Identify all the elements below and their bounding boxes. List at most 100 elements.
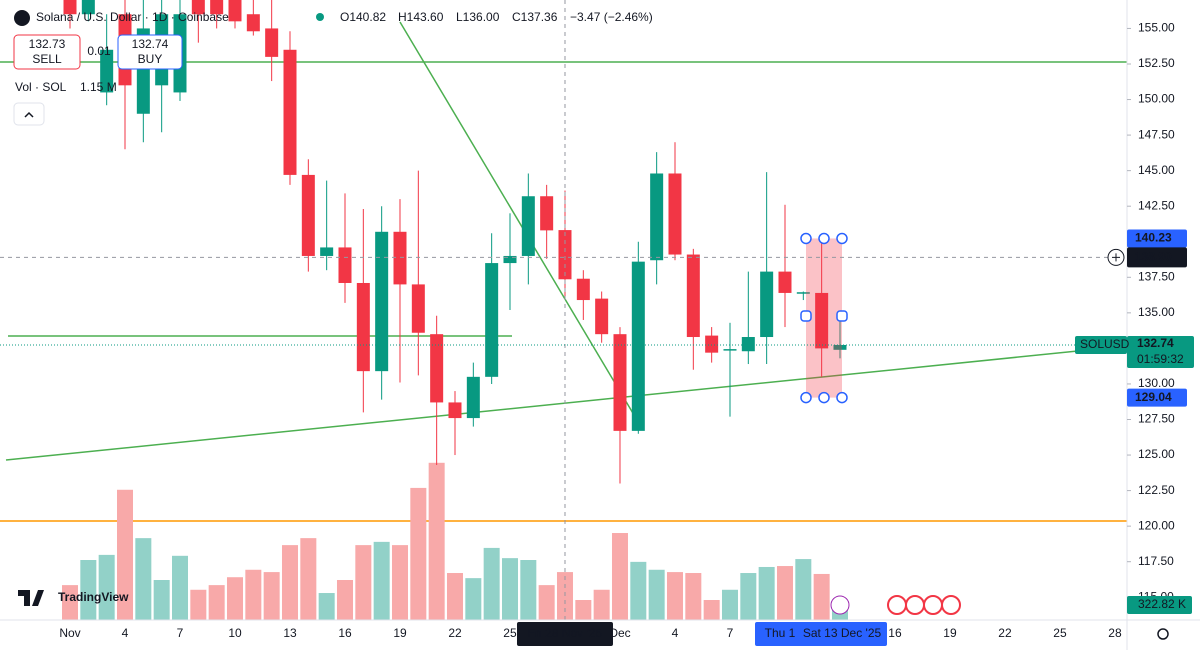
countdown: 01:59:32 — [1137, 352, 1184, 366]
volume-bar — [281, 545, 298, 620]
volume-bar — [300, 538, 317, 620]
last-price-bg — [1127, 335, 1194, 368]
volume-legend: Vol · SOL — [15, 80, 67, 94]
candle-body — [485, 263, 499, 377]
handle[interactable] — [836, 310, 848, 322]
candle-body — [265, 28, 279, 57]
y-tick-label: 145.00 — [1138, 163, 1175, 177]
volume-bar — [80, 560, 97, 620]
volume-bar — [611, 533, 628, 620]
volume-bar — [813, 573, 830, 620]
candle-body — [191, 0, 205, 15]
handle[interactable] — [836, 232, 848, 245]
volume-bar — [740, 573, 757, 620]
candle-body — [650, 173, 664, 261]
candle-body — [63, 0, 77, 15]
candle-body — [576, 278, 590, 301]
volume-bar — [703, 600, 720, 620]
volume-bar — [465, 578, 482, 620]
candle-body — [540, 196, 554, 231]
settings-icon[interactable] — [1157, 628, 1169, 640]
volume-bar — [648, 569, 665, 620]
volume-bar — [226, 577, 243, 620]
candle-body — [558, 230, 572, 280]
volume-bar — [116, 489, 133, 620]
ohlc-readout: O140.82 — [340, 10, 386, 24]
volume-bar — [208, 585, 225, 620]
event-icon[interactable] — [905, 595, 925, 615]
candle-body — [375, 231, 389, 372]
volume-bar — [721, 589, 738, 620]
volume-bar — [428, 462, 445, 620]
event-icon[interactable] — [923, 595, 943, 615]
sell-button[interactable] — [13, 34, 81, 70]
y-tick-label: 125.00 — [1138, 447, 1175, 461]
sell-label: SELL — [32, 52, 62, 66]
y-tick-label: 122.50 — [1138, 483, 1175, 497]
candle-body — [815, 292, 829, 349]
volume-bar — [135, 538, 152, 620]
chart-title: Solana / U.S. Dollar · 1D · Coinbase — [36, 10, 229, 24]
handle[interactable] — [800, 310, 812, 322]
candle-body — [430, 334, 444, 403]
x-tick-label: 25 — [503, 626, 517, 640]
y-tick-label: 155.00 — [1138, 21, 1175, 35]
collapse-icon — [24, 111, 34, 118]
x-tick-label: 19 — [943, 626, 957, 640]
x-tick-label: 10 — [228, 626, 242, 640]
candle-body — [613, 334, 627, 431]
volume-bar — [391, 545, 408, 620]
candle-body — [81, 0, 95, 15]
handle[interactable] — [800, 391, 812, 404]
x-tick-label: 13 — [283, 626, 297, 640]
position-top-label: 140.23 — [1135, 231, 1172, 245]
x-tick-label: 16 — [338, 626, 352, 640]
x-tick-label: 7 — [727, 626, 734, 640]
handle[interactable] — [836, 391, 848, 404]
event-icon[interactable] — [941, 595, 961, 615]
volume-legend-value: 1.15 M — [80, 80, 117, 94]
volume-bar — [355, 545, 372, 620]
volume-label-bg — [1127, 596, 1192, 614]
range-label: Sat 13 Dec '25 — [803, 626, 882, 640]
ohlc-readout: L136.00 — [456, 10, 500, 24]
x-tick-label: 25 — [1053, 626, 1067, 640]
x-tick-label: 7 — [177, 626, 184, 640]
candle-body — [741, 337, 755, 352]
buy-button[interactable] — [117, 34, 183, 70]
volume-bar — [336, 580, 353, 620]
range-label: Thu 1 — [765, 626, 796, 640]
candle-body — [320, 247, 334, 256]
candle-body — [283, 49, 297, 175]
volume-bar — [758, 566, 775, 620]
event-icon[interactable] — [830, 595, 850, 615]
candle-body — [796, 292, 810, 294]
volume-bar — [795, 559, 812, 620]
candle-body — [705, 335, 719, 353]
candle-body — [301, 174, 315, 256]
volume-bar — [575, 600, 592, 620]
volume-bar — [556, 572, 573, 620]
volume-bar — [593, 589, 610, 620]
candle-body — [466, 376, 480, 419]
brand: TradingView — [58, 590, 129, 604]
handle[interactable] — [818, 232, 830, 245]
handle[interactable] — [800, 232, 812, 245]
add-icon — [1112, 253, 1120, 262]
x-tick-label: 22 — [998, 626, 1012, 640]
volume-bar — [501, 558, 518, 620]
candle-body — [723, 349, 737, 351]
event-icon[interactable] — [887, 595, 907, 615]
volume-label: 322.82 K — [1138, 597, 1186, 611]
candle-body — [246, 14, 260, 32]
position-box — [806, 238, 842, 398]
handle[interactable] — [818, 391, 830, 404]
symbol-icon — [14, 10, 30, 26]
candle-body — [411, 284, 425, 333]
volume-bar — [98, 554, 115, 620]
x-tick-label: 16 — [888, 626, 902, 640]
drawing-line — [399, 21, 641, 426]
market-dot — [316, 13, 324, 21]
volume-bar — [538, 585, 555, 620]
